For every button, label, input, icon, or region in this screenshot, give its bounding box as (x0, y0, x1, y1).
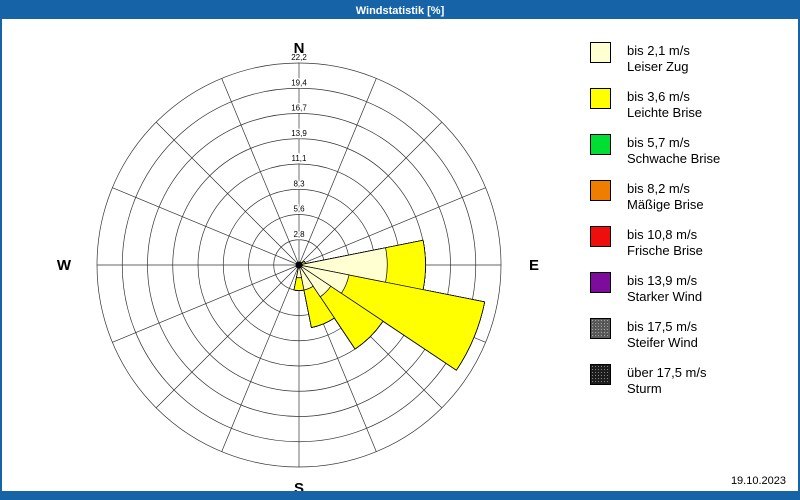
legend-speed-label: bis 5,7 m/s (627, 135, 690, 150)
wind-petal-sse (298, 264, 314, 291)
grid-spoke (221, 78, 300, 266)
legend-text: bis 17,5 m/s Steifer Wind (627, 318, 698, 351)
grid-spoke (298, 187, 486, 266)
compass-label-west: W (57, 257, 72, 274)
ring-label: 2,8 (293, 230, 305, 239)
legend-swatch (590, 226, 611, 247)
legend-swatch (590, 88, 611, 109)
ring-label: 16,7 (291, 104, 307, 113)
legend-name-label: Mäßige Brise (627, 197, 704, 212)
ring-label: 13,9 (291, 129, 307, 138)
compass-label-east: E (529, 257, 539, 274)
legend-swatch (590, 134, 611, 155)
legend-item: bis 10,8 m/s Frische Brise (590, 226, 720, 259)
legend-name-label: Schwache Brise (627, 151, 721, 166)
bottom-bar (2, 491, 798, 498)
ring-label: 19,4 (291, 78, 307, 87)
center-dot (295, 261, 303, 269)
grid-spoke (112, 264, 300, 343)
compass-label-south: S (294, 480, 304, 497)
legend-speed-label: bis 2,1 m/s (627, 43, 690, 58)
legend-speed-label: bis 10,8 m/s (627, 227, 698, 242)
legend-item: bis 13,9 m/s Starker Wind (590, 272, 720, 305)
legend: bis 2,1 m/s Leiser Zug bis 3,6 m/s Leichte … (590, 42, 720, 397)
grid-spoke (298, 121, 443, 266)
legend-text: bis 10,8 m/s Frische Brise (627, 226, 703, 259)
legend-swatch (590, 364, 611, 385)
compass-label-north: N (294, 40, 305, 57)
legend-speed-label: bis 3,6 m/s (627, 89, 690, 104)
legend-text: bis 8,2 m/s Mäßige Brise (627, 180, 704, 213)
legend-text: bis 13,9 m/s Starker Wind (627, 272, 702, 305)
date-label: 19.10.2023 (730, 475, 786, 487)
ring-label: 22,2 (291, 53, 307, 62)
grid-spoke (112, 187, 300, 266)
legend-name-label: Steifer Wind (627, 335, 698, 350)
grid-spoke (155, 121, 300, 266)
wind-petal-ese (298, 264, 350, 294)
legend-name-label: Leiser Zug (627, 59, 689, 74)
legend-swatch (590, 272, 611, 293)
grid-spoke (221, 264, 300, 452)
legend-item: bis 8,2 m/s Mäßige Brise (590, 180, 720, 213)
legend-speed-label: bis 17,5 m/s (627, 319, 698, 334)
windrose-svg: 2,8 5,6 8,3 11,1 13,9 16,7 19,4 22,2N E S W (57, 40, 539, 497)
ring-label: 5,6 (293, 205, 305, 214)
wind-petal-ese (298, 264, 486, 371)
legend-swatch (590, 42, 611, 63)
grid-spoke (298, 78, 377, 266)
page-title: Windstatistik [%] (355, 4, 445, 17)
legend-speed-label: bis 8,2 m/s (627, 181, 690, 196)
grid-spoke (155, 264, 300, 409)
legend-item: bis 17,5 m/s Steifer Wind (590, 318, 720, 351)
legend-name-label: Frische Brise (627, 243, 703, 258)
wind-petal-s (296, 264, 302, 279)
ring-label: 8,3 (293, 179, 305, 188)
legend-speed-label: bis 13,9 m/s (627, 273, 698, 288)
legend-swatch (590, 180, 611, 201)
wind-petal-se (298, 264, 332, 298)
legend-text: bis 5,7 m/s Schwache Brise (627, 134, 720, 167)
legend-item: über 17,5 m/s Sturm (590, 364, 720, 397)
legend-name-label: Sturm (627, 381, 662, 396)
legend-text: über 17,5 m/s Sturm (627, 364, 707, 397)
title-bar: Windstatistik [%] (2, 2, 798, 19)
legend-speed-label: über 17,5 m/s (627, 365, 707, 380)
legend-swatch (590, 318, 611, 339)
legend-item: bis 2,1 m/s Leiser Zug (590, 42, 720, 75)
legend-item: bis 5,7 m/s Schwache Brise (590, 134, 720, 167)
legend-name-label: Starker Wind (627, 289, 703, 304)
legend-item: bis 3,6 m/s Leichte Brise (590, 88, 720, 121)
wind-petal-e (298, 247, 388, 283)
legend-text: bis 3,6 m/s Leichte Brise (627, 88, 702, 121)
legend-text: bis 2,1 m/s Leiser Zug (627, 42, 690, 75)
ring-label: 11,1 (292, 154, 308, 163)
legend-name-label: Leichte Brise (627, 105, 703, 120)
